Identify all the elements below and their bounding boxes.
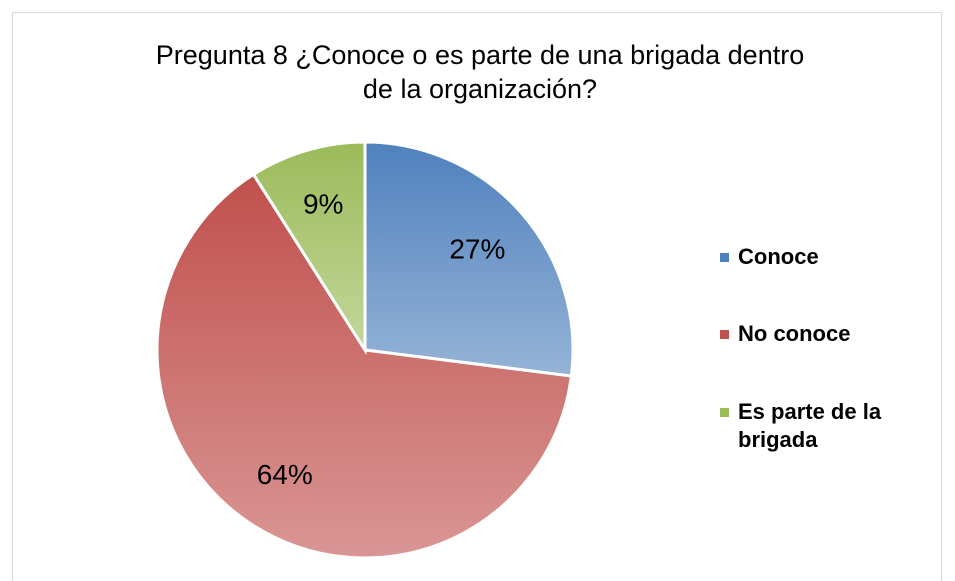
legend-label: Conoce — [738, 244, 819, 269]
legend-swatch — [720, 330, 729, 339]
legend-item: No conoce — [720, 320, 940, 348]
chart-frame — [12, 12, 942, 581]
legend-label: No conoce — [738, 321, 851, 346]
legend-item: Conoce — [720, 243, 940, 271]
legend-label: Es parte de la brigada — [738, 399, 882, 452]
pie-slice — [251, 140, 367, 356]
legend-item: Es parte de la brigada — [720, 398, 940, 454]
pie-slice — [363, 140, 575, 378]
legend-swatch — [720, 253, 729, 262]
data-label: 64% — [257, 459, 313, 490]
data-label: 9% — [303, 189, 343, 220]
pie-slice — [155, 172, 574, 560]
data-label: 27% — [449, 233, 505, 264]
chart-title: Pregunta 8 ¿Conoce o es parte de una bri… — [155, 40, 805, 104]
legend-swatch — [720, 408, 729, 417]
